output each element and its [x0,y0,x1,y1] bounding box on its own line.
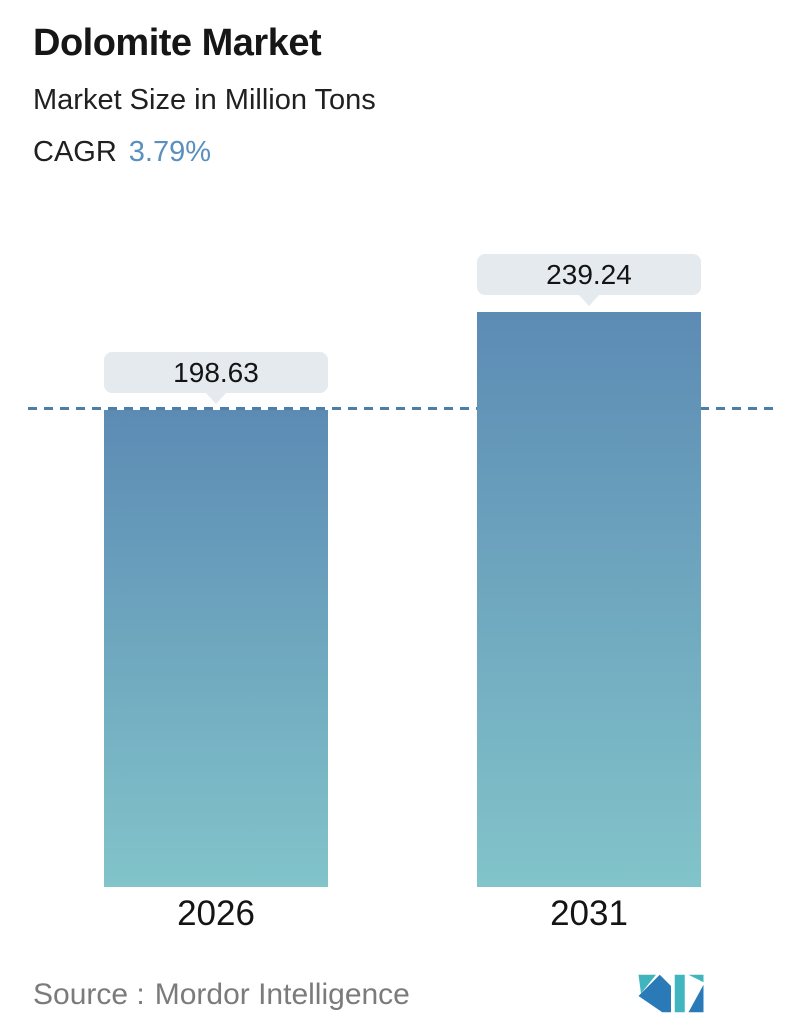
bar-group-2026: 198.63 [104,352,328,887]
cagr-label: CAGR [33,136,117,168]
page-title: Dolomite Market [33,22,322,64]
cagr-value: 3.79% [128,136,212,168]
cagr-line: CAGR 3.79% [33,136,211,169]
callout-pointer-icon [578,294,600,306]
source-label: Source : [33,978,145,1011]
source-line: Source : Mordor Intelligence [33,978,410,1012]
value-label-2026: 198.63 [173,356,259,388]
chart-subtitle: Market Size in Million Tons [33,84,376,116]
mordor-intelligence-logo [638,974,704,1013]
bar-2031 [477,312,701,887]
bar-group-2031: 239.24 [477,254,701,887]
value-label-2031: 239.24 [546,258,632,290]
bar-2026 [104,410,328,887]
callout-pointer-icon [205,392,227,404]
x-axis-label-2031: 2031 [550,894,628,933]
value-callout-2026: 198.63 [104,352,328,404]
source-value: Mordor Intelligence [154,978,410,1011]
reference-dashed-line [28,407,778,410]
x-axis-label-2026: 2026 [177,894,255,933]
value-callout-2031: 239.24 [477,254,701,306]
